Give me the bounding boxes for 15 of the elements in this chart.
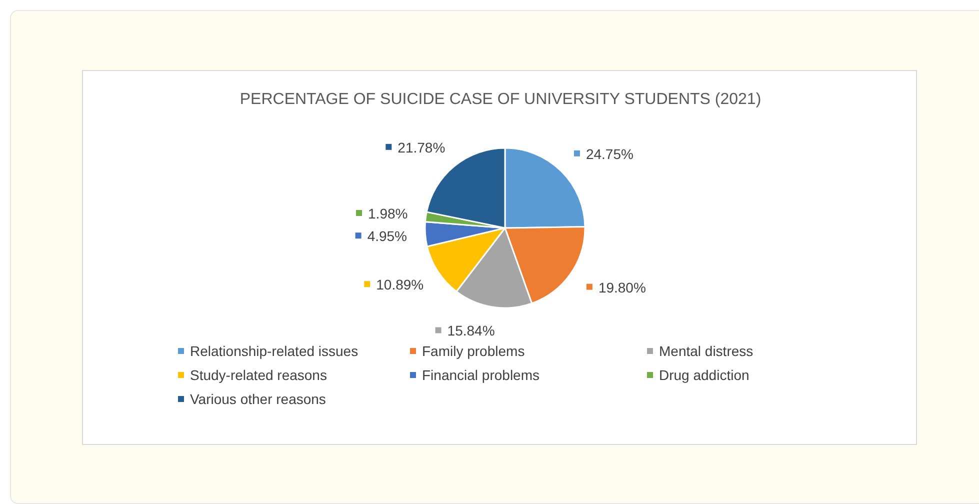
data-label: 1.98%	[368, 205, 408, 222]
legend-label: Drug addiction	[659, 367, 750, 383]
data-label: 19.80%	[598, 279, 646, 296]
legend-label: Study-related reasons	[190, 367, 327, 383]
legend-label: Mental distress	[659, 343, 754, 359]
legend-label: Relationship-related issues	[190, 343, 358, 359]
legend-label: Various other reasons	[190, 391, 326, 407]
chart-title: PERCENTAGE OF SUICIDE CASE OF UNIVERSITY STUDENTS (2021)	[238, 91, 762, 109]
data-label: 4.95%	[367, 228, 408, 244]
legend-label: Financial problems	[422, 367, 540, 383]
data-label: 15.84%	[447, 322, 495, 339]
data-label: 24.75%	[586, 146, 634, 162]
data-label: 21.78%	[398, 139, 446, 156]
legend-label: Family problems	[422, 343, 525, 359]
data-label: 10.89%	[376, 276, 424, 293]
